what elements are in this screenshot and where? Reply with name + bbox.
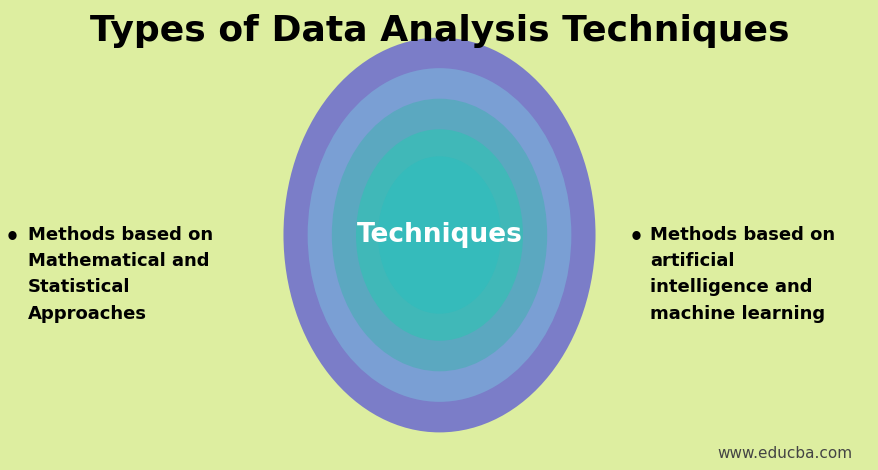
Text: Methods based on
artificial
intelligence and
machine learning: Methods based on artificial intelligence… bbox=[650, 226, 835, 323]
Ellipse shape bbox=[283, 38, 595, 432]
Text: Types of Data Analysis Techniques: Types of Data Analysis Techniques bbox=[90, 14, 788, 48]
Ellipse shape bbox=[307, 68, 571, 402]
Text: www.educba.com: www.educba.com bbox=[716, 446, 852, 461]
Text: •: • bbox=[628, 226, 643, 250]
Text: •: • bbox=[4, 226, 19, 250]
Ellipse shape bbox=[356, 129, 522, 341]
Text: Methods based on
Mathematical and
Statistical
Approaches: Methods based on Mathematical and Statis… bbox=[28, 226, 213, 323]
Ellipse shape bbox=[378, 156, 500, 314]
Ellipse shape bbox=[332, 99, 546, 371]
Text: Techniques: Techniques bbox=[356, 222, 522, 248]
